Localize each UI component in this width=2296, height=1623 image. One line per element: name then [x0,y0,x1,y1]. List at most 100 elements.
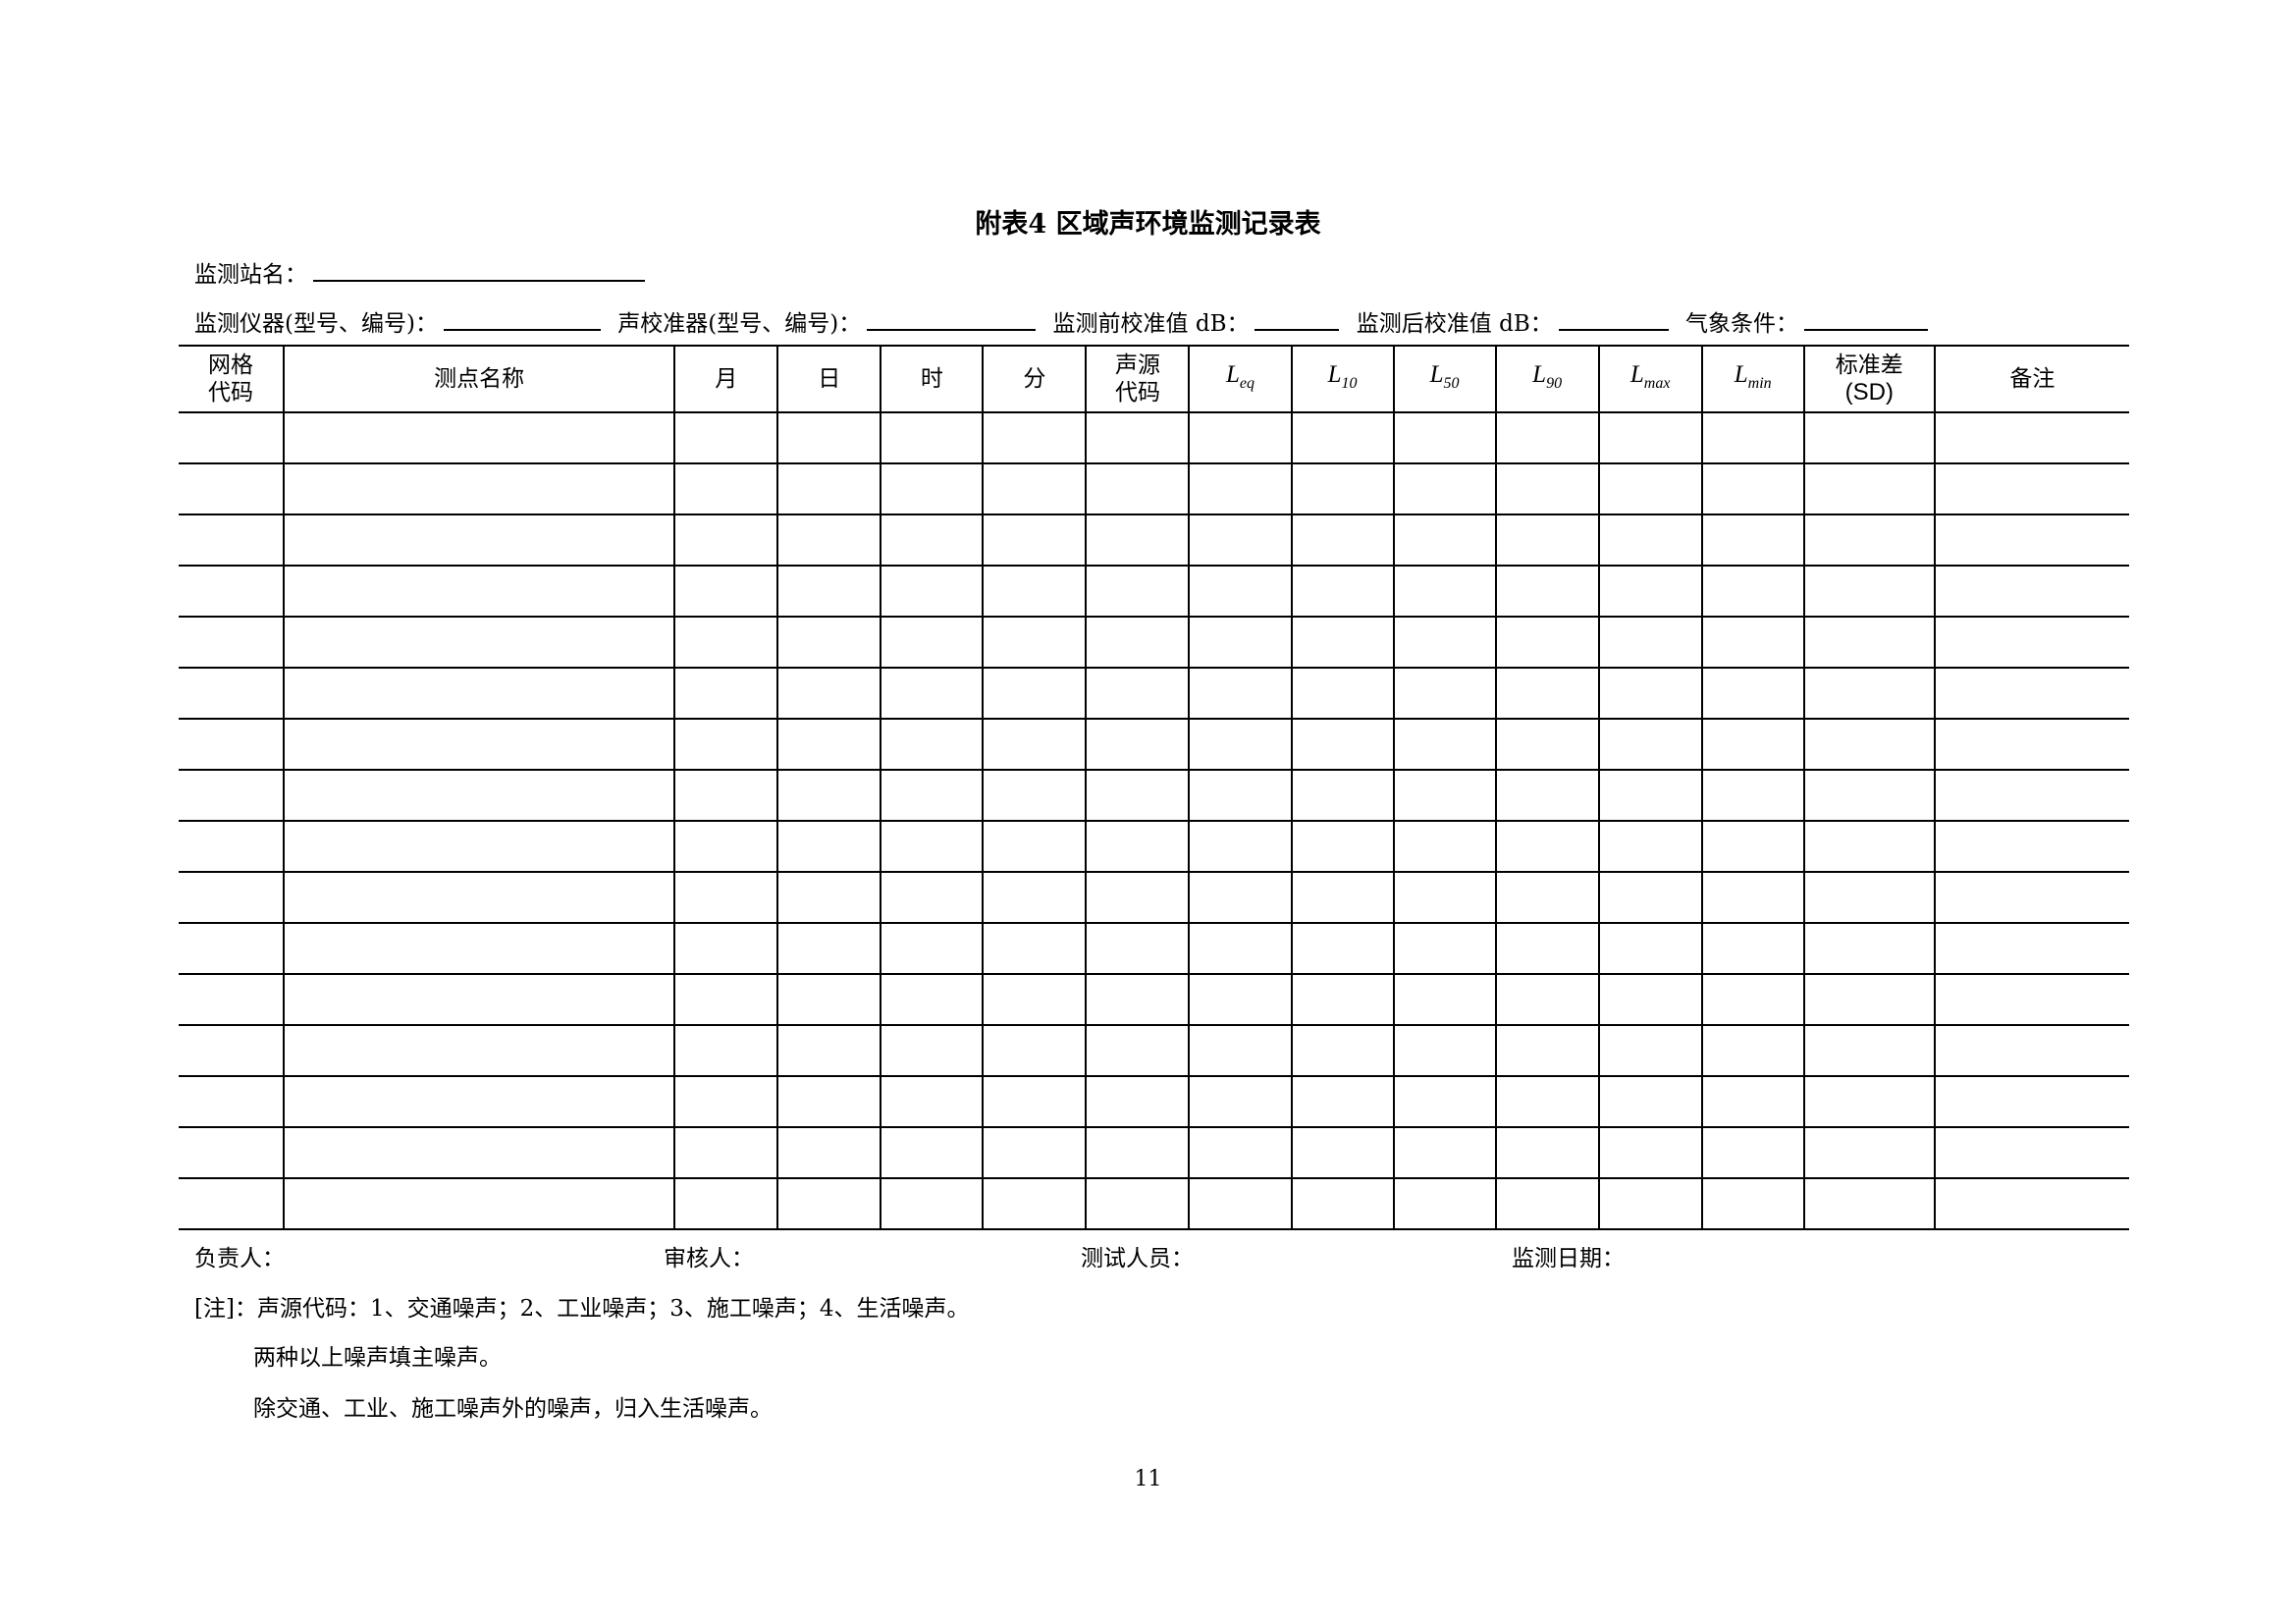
table-cell[interactable] [776,1024,882,1077]
table-cell[interactable] [880,1075,985,1128]
table-cell[interactable] [673,411,779,464]
table-cell[interactable] [1494,667,1600,720]
table-cell[interactable] [1392,769,1497,822]
table-cell[interactable] [880,514,985,567]
table-cell[interactable] [880,667,985,720]
table-cell[interactable] [673,1126,779,1179]
table-cell[interactable] [1700,769,1805,822]
table-cell[interactable] [1802,871,1936,924]
table-cell[interactable] [1933,565,2129,618]
table-cell[interactable] [673,871,779,924]
table-cell[interactable] [1494,1177,1600,1230]
table-cell[interactable] [1700,667,1805,720]
table-cell[interactable] [1290,1126,1395,1179]
table-cell[interactable] [1290,922,1395,975]
table-cell[interactable] [1085,462,1191,515]
table-cell[interactable] [673,922,779,975]
table-cell[interactable] [283,922,676,975]
table-cell[interactable] [1597,973,1703,1026]
table-cell[interactable] [1392,718,1497,771]
table-cell[interactable] [283,565,676,618]
table-cell[interactable] [1494,922,1600,975]
table-cell[interactable] [1494,411,1600,464]
table-cell[interactable] [880,871,985,924]
table-cell[interactable] [1802,616,1936,669]
table-cell[interactable] [1933,871,2129,924]
table-cell[interactable] [673,1075,779,1128]
table-cell[interactable] [880,820,985,873]
table-cell[interactable] [1700,871,1805,924]
table-cell[interactable] [179,616,286,669]
table-cell[interactable] [1933,1024,2129,1077]
table-cell[interactable] [776,820,882,873]
table-cell[interactable] [283,769,676,822]
table-cell[interactable] [1802,820,1936,873]
table-cell[interactable] [1085,871,1191,924]
table-cell[interactable] [1085,667,1191,720]
table-cell[interactable] [1085,1024,1191,1077]
table-cell[interactable] [1700,922,1805,975]
table-cell[interactable] [1802,565,1936,618]
table-cell[interactable] [1700,411,1805,464]
table-cell[interactable] [1188,462,1293,515]
table-cell[interactable] [673,667,779,720]
table-cell[interactable] [283,667,676,720]
table-cell[interactable] [1290,462,1395,515]
table-cell[interactable] [1085,514,1191,567]
table-cell[interactable] [1085,565,1191,618]
table-cell[interactable] [982,1126,1088,1179]
table-cell[interactable] [1392,922,1497,975]
table-cell[interactable] [1700,514,1805,567]
table-cell[interactable] [673,616,779,669]
table-cell[interactable] [1933,616,2129,669]
table-cell[interactable] [1392,1075,1497,1128]
table-cell[interactable] [1700,1075,1805,1128]
table-cell[interactable] [1290,973,1395,1026]
table-cell[interactable] [1933,769,2129,822]
table-cell[interactable] [982,411,1088,464]
table-cell[interactable] [1188,1024,1293,1077]
table-cell[interactable] [673,820,779,873]
table-cell[interactable] [982,871,1088,924]
table-cell[interactable] [880,411,985,464]
table-cell[interactable] [1290,718,1395,771]
table-cell[interactable] [776,871,882,924]
table-cell[interactable] [1933,718,2129,771]
table-cell[interactable] [179,769,286,822]
table-cell[interactable] [1392,565,1497,618]
table-cell[interactable] [283,1075,676,1128]
table-cell[interactable] [982,514,1088,567]
table-cell[interactable] [1290,1075,1395,1128]
table-cell[interactable] [1290,667,1395,720]
table-cell[interactable] [982,718,1088,771]
table-cell[interactable] [776,1177,882,1230]
table-cell[interactable] [776,718,882,771]
table-cell[interactable] [673,1177,779,1230]
table-cell[interactable] [1085,1075,1191,1128]
table-cell[interactable] [880,769,985,822]
table-cell[interactable] [1494,565,1600,618]
table-cell[interactable] [1494,718,1600,771]
table-cell[interactable] [1700,973,1805,1026]
table-cell[interactable] [1802,411,1936,464]
table-cell[interactable] [1392,1126,1497,1179]
table-cell[interactable] [179,1177,286,1230]
table-cell[interactable] [1933,973,2129,1026]
table-cell[interactable] [1392,820,1497,873]
table-cell[interactable] [1494,769,1600,822]
table-cell[interactable] [1085,411,1191,464]
table-cell[interactable] [1802,1126,1936,1179]
post-cal-field[interactable] [1558,307,1669,331]
table-cell[interactable] [1290,1177,1395,1230]
weather-field[interactable] [1804,307,1929,331]
table-cell[interactable] [283,411,676,464]
table-cell[interactable] [179,565,286,618]
table-cell[interactable] [1392,411,1497,464]
table-cell[interactable] [1290,411,1395,464]
table-cell[interactable] [1597,411,1703,464]
table-cell[interactable] [1933,1126,2129,1179]
table-cell[interactable] [982,769,1088,822]
table-cell[interactable] [1188,667,1293,720]
table-cell[interactable] [673,718,779,771]
table-cell[interactable] [1188,1126,1293,1179]
